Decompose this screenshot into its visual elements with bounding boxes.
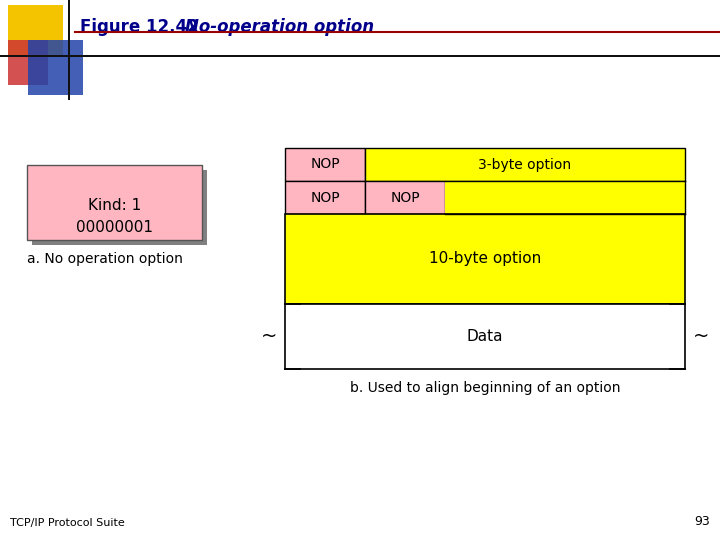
Bar <box>68 0 70 100</box>
Text: 00000001: 00000001 <box>76 220 153 235</box>
Text: NOP: NOP <box>310 158 340 172</box>
Text: No-operation option: No-operation option <box>185 18 374 36</box>
Bar <box>27 165 202 240</box>
Bar <box>285 181 365 214</box>
Text: 3-byte option: 3-byte option <box>478 158 572 172</box>
Bar <box>32 170 207 245</box>
Text: 93: 93 <box>694 515 710 528</box>
Bar <box>445 181 685 214</box>
Text: Figure 12.42: Figure 12.42 <box>80 18 222 36</box>
Text: b. Used to align beginning of an option: b. Used to align beginning of an option <box>350 381 620 395</box>
Text: ~: ~ <box>261 327 277 346</box>
Bar <box>365 148 685 181</box>
Bar <box>28 40 83 95</box>
Text: NOP: NOP <box>390 191 420 205</box>
Text: Kind: 1: Kind: 1 <box>88 198 141 213</box>
Text: TCP/IP Protocol Suite: TCP/IP Protocol Suite <box>10 518 125 528</box>
Text: NOP: NOP <box>310 191 340 205</box>
Bar <box>8 40 48 85</box>
Bar <box>285 148 365 181</box>
Bar <box>285 304 685 369</box>
Text: ~: ~ <box>693 327 709 346</box>
Bar <box>365 181 445 214</box>
Text: 10-byte option: 10-byte option <box>429 252 541 267</box>
Bar <box>0 55 720 57</box>
Bar <box>8 5 63 55</box>
Text: a. No operation option: a. No operation option <box>27 252 183 266</box>
Bar <box>285 214 685 304</box>
Text: Data: Data <box>467 329 503 344</box>
